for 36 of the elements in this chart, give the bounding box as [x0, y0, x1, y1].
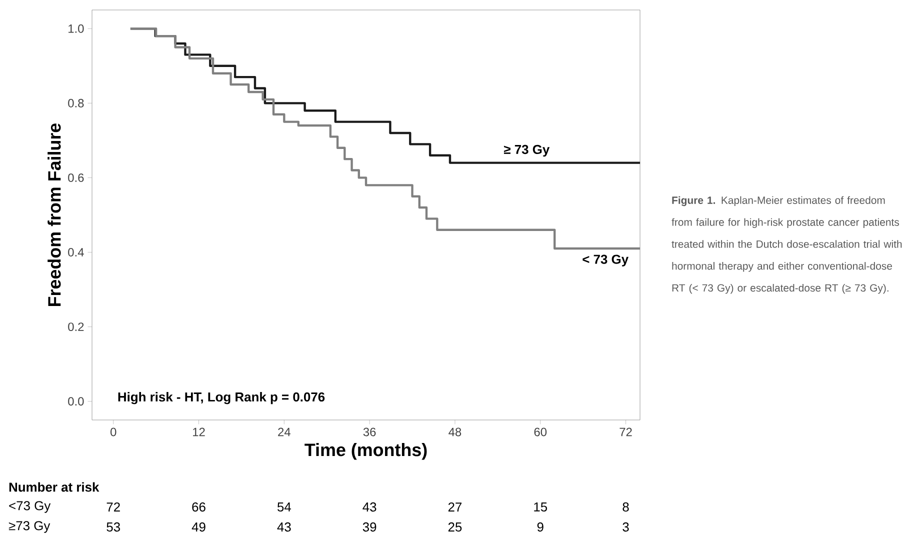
text: 43	[277, 522, 291, 532]
y-tick-label: 0.8	[68, 98, 84, 108]
x-tick-label: 24	[278, 428, 290, 436]
text: ≥73 Gy	[8, 521, 50, 533]
text: 43	[362, 502, 376, 512]
x-axis-title: Time (months)	[304, 443, 427, 460]
text: 15	[534, 502, 548, 512]
text: 49	[192, 522, 206, 532]
series-label: < 73 Gy	[582, 254, 629, 266]
text: 27	[448, 502, 462, 512]
series-label: ≥ 73 Gy	[504, 144, 550, 157]
text: 9	[537, 522, 544, 532]
text: Number at risk	[9, 482, 100, 492]
x-tick-label: 12	[193, 428, 205, 436]
text: 72	[106, 502, 120, 512]
y-tick-label: 0.0	[68, 397, 84, 406]
x-tick-label: 60	[534, 428, 547, 436]
text: Figure 1. Kaplan-Meier estimates of freedom from failure for high-risk prostate cancer patients treated within the Dutch dose-escalation trial with hormonal therapy and either conventional-dose RT (< 73 Gy) or escalated-dose RT (≥ 73 Gy).	[672, 196, 902, 294]
y-tick-label: 1.0	[68, 24, 84, 33]
x-tick-label: 36	[363, 428, 376, 436]
text: 8	[622, 502, 629, 512]
text: 66	[192, 502, 206, 512]
y-tick-label: 0.2	[68, 322, 84, 332]
text: 54	[277, 502, 291, 512]
text: <73 Gy	[9, 501, 51, 513]
annotation: High risk - HT, Log Rank p = 0.076	[118, 392, 325, 404]
y-axis-title: Freedom from Failure	[48, 123, 61, 306]
y-tick-label: 0.6	[68, 173, 84, 182]
x-tick-label: 0	[110, 428, 116, 436]
text: 53	[106, 522, 120, 532]
y-tick-label: 0.4	[68, 248, 84, 256]
x-tick-label: 72	[620, 428, 632, 436]
x-tick-label: 48	[448, 428, 462, 436]
text: 3	[622, 522, 629, 532]
text: 39	[362, 522, 376, 532]
text: 25	[448, 522, 462, 532]
